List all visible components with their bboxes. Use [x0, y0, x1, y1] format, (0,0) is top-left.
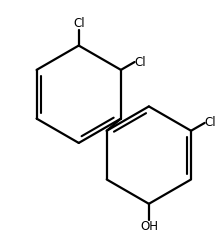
Text: Cl: Cl	[205, 116, 216, 129]
Text: Cl: Cl	[73, 17, 85, 30]
Text: OH: OH	[140, 219, 158, 233]
Text: Cl: Cl	[135, 55, 146, 69]
